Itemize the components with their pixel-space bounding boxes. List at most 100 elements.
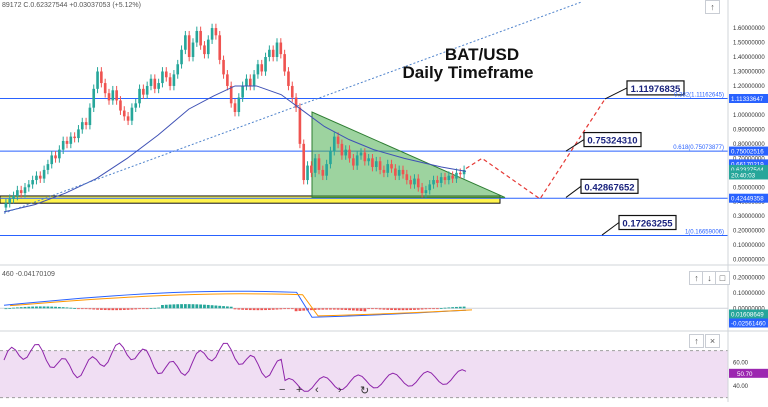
candle <box>413 178 416 185</box>
macd-histogram-bar <box>256 308 260 311</box>
candle <box>111 90 115 101</box>
macd-histogram-bar <box>161 305 164 309</box>
macd-histogram-bar <box>141 308 145 310</box>
maximize-icon[interactable]: □ <box>715 271 730 285</box>
axis-tick-label: 1.40000000 <box>733 55 765 61</box>
price-badge <box>729 146 768 156</box>
macd-histogram-bar <box>287 308 290 310</box>
minus-icon[interactable]: − <box>279 384 286 396</box>
candle <box>409 180 412 185</box>
support-zone <box>0 195 501 204</box>
candle <box>229 85 233 104</box>
macd-histogram-bar <box>439 308 443 309</box>
price-badge-label: 0.75002516 <box>731 149 764 156</box>
candle <box>355 155 359 166</box>
fib-label: 0.382(1.11162645) <box>674 93 724 99</box>
rsi-axis-tick-label: 60.00 <box>733 360 749 366</box>
arrow-up-icon[interactable]: ↑ <box>705 0 720 14</box>
macd-badge-label: 0.01608649 <box>731 312 764 319</box>
macd-histogram-bar <box>130 308 134 310</box>
candle <box>313 158 317 173</box>
close-icon[interactable]: × <box>705 334 720 348</box>
candle <box>367 158 370 162</box>
candle <box>130 107 134 121</box>
macd-histogram-bar <box>275 308 279 310</box>
candle <box>317 158 321 170</box>
price-badge-label: 20:40:03 <box>731 172 756 179</box>
macd-histogram-bar <box>92 308 96 310</box>
rsi-band <box>0 350 728 398</box>
macd-histogram-bar <box>435 308 439 310</box>
candle <box>455 172 458 179</box>
macd-histogram-bar <box>363 308 367 312</box>
candle <box>264 57 267 72</box>
candle <box>38 175 42 179</box>
axis-tick-label: 1.50000000 <box>733 41 765 47</box>
candle <box>218 35 222 60</box>
candle <box>84 122 88 126</box>
fib-label: 0.618(0.75073877) <box>673 145 724 151</box>
candle <box>191 42 195 58</box>
candle <box>122 110 126 117</box>
candle <box>134 103 138 108</box>
macd-histogram-bar <box>222 306 225 309</box>
macd-histogram-bar <box>187 304 191 309</box>
candle <box>256 64 260 75</box>
macd-histogram-bar <box>54 306 57 309</box>
candle <box>416 178 420 188</box>
macd-histogram-bar <box>157 307 161 309</box>
candle <box>321 169 325 176</box>
arrow-up-icon[interactable]: ↑ <box>689 334 704 348</box>
axis-tick-label: 0.50000000 <box>733 185 765 191</box>
macd-histogram-bar <box>88 308 92 310</box>
macd-histogram-bar <box>336 308 340 310</box>
rsi-axis-tick-label: 40.00 <box>733 384 749 390</box>
price-badge-label: 0.66170219 <box>731 161 764 168</box>
candle <box>382 169 386 173</box>
macd-histogram-bar <box>183 304 187 309</box>
candle <box>184 35 187 50</box>
macd-histogram-bar <box>340 308 344 310</box>
macd-histogram-bar <box>8 307 12 309</box>
candle <box>46 164 50 170</box>
candle <box>348 149 351 159</box>
macd-histogram-bar <box>290 308 294 310</box>
macd-histogram-bar <box>126 308 130 310</box>
plus-icon[interactable]: + <box>296 384 303 396</box>
macd-histogram-bar <box>195 304 199 309</box>
candle <box>12 195 15 199</box>
candle <box>352 158 355 166</box>
macd-histogram-bar <box>447 307 451 309</box>
candle <box>306 165 309 181</box>
macd-histogram-bar <box>302 308 306 311</box>
candle <box>432 180 435 185</box>
candle <box>363 152 367 162</box>
axis-tick-label: 0.80000000 <box>733 142 765 148</box>
macd-histogram-bar <box>245 308 248 310</box>
macd-histogram-bar <box>38 306 42 309</box>
candle <box>61 140 65 150</box>
candle <box>199 30 202 46</box>
macd-histogram-bar <box>298 308 302 311</box>
chevron-right-icon[interactable]: › <box>338 384 342 396</box>
candle <box>451 175 454 179</box>
candle <box>397 169 401 176</box>
reset-icon[interactable]: ↻ <box>360 385 370 397</box>
macd-histogram-bar <box>313 308 317 310</box>
candle <box>268 49 271 58</box>
macd-histogram-bar <box>153 307 157 309</box>
candle <box>344 149 348 156</box>
macd-line <box>3 290 467 318</box>
chevron-left-icon[interactable]: ‹ <box>315 384 319 396</box>
macd-histogram-bar <box>405 308 409 311</box>
macd-axis-tick-label: 0.20000000 <box>733 275 765 281</box>
price-axis[interactable]: 1.60000000 1.50000000 1.40000000 1.30000000… <box>729 26 768 390</box>
macd-histogram-bar <box>317 308 321 310</box>
rsi-badge <box>729 368 768 378</box>
macd-histogram-bar <box>46 306 50 309</box>
candle <box>65 140 69 144</box>
candle <box>88 107 92 126</box>
macd-histogram-bar <box>42 306 46 309</box>
macd-histogram-bar <box>206 304 210 309</box>
macd-histogram-bar <box>180 304 183 309</box>
